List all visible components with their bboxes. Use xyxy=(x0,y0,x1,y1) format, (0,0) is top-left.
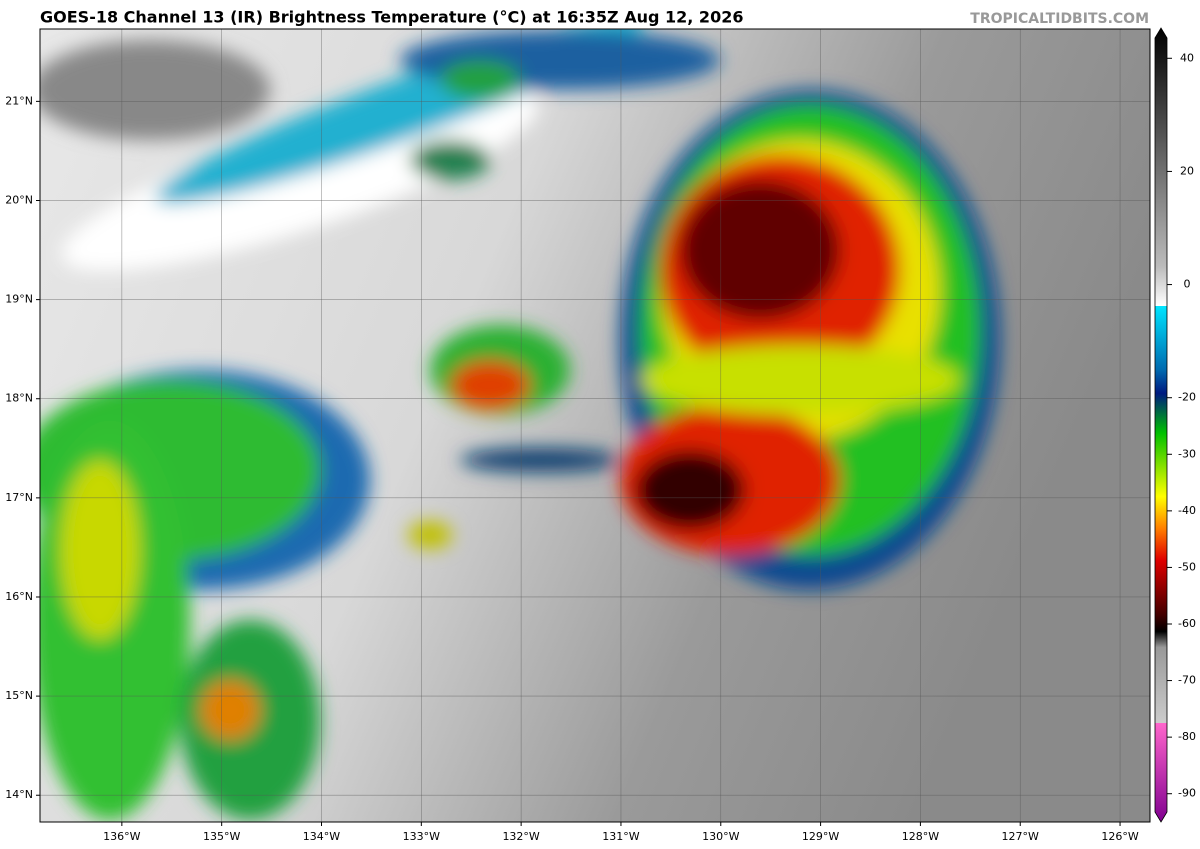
colorbar-label: -50 xyxy=(1178,560,1196,573)
x-tick-label: 127°W xyxy=(1002,830,1039,843)
x-tick-label: 130°W xyxy=(702,830,739,843)
colorbar-label: -80 xyxy=(1178,730,1196,743)
y-tick-label: 16°N xyxy=(5,590,33,603)
y-tick-label: 19°N xyxy=(5,293,33,306)
x-tick-label: 135°W xyxy=(203,830,240,843)
title: GOES-18 Channel 13 (IR) Brightness Tempe… xyxy=(40,8,743,27)
colorbar-label: -70 xyxy=(1178,674,1196,687)
x-tick-label: 132°W xyxy=(502,830,539,843)
x-tick-label: 134°W xyxy=(303,830,340,843)
x-tick-label: 133°W xyxy=(403,830,440,843)
colorbar-label: -20 xyxy=(1178,391,1196,404)
y-tick-label: 14°N xyxy=(5,788,33,801)
x-tick-label: 136°W xyxy=(103,830,140,843)
y-tick-label: 20°N xyxy=(5,193,33,206)
y-tick-label: 17°N xyxy=(5,491,33,504)
x-tick-label: 126°W xyxy=(1101,830,1138,843)
y-tick-label: 18°N xyxy=(5,392,33,405)
colorbar-label: 0 xyxy=(1184,278,1191,291)
colorbar-label: -30 xyxy=(1178,447,1196,460)
colorbar-label: 40 xyxy=(1180,51,1194,64)
watermark: TROPICALTIDBITS.COM xyxy=(970,11,1149,27)
satellite-image xyxy=(40,29,1150,822)
map-frame xyxy=(39,28,1151,823)
colorbar-label: -40 xyxy=(1178,504,1196,517)
x-tick-label: 129°W xyxy=(802,830,839,843)
y-tick-label: 15°N xyxy=(5,689,33,702)
colorbar-label: -60 xyxy=(1178,617,1196,630)
colorbar xyxy=(1154,27,1168,823)
y-tick-label: 21°N xyxy=(5,94,33,107)
x-tick-label: 128°W xyxy=(902,830,939,843)
x-tick-label: 131°W xyxy=(602,830,639,843)
colorbar-label: 20 xyxy=(1180,164,1194,177)
colorbar-label: -90 xyxy=(1178,787,1196,800)
